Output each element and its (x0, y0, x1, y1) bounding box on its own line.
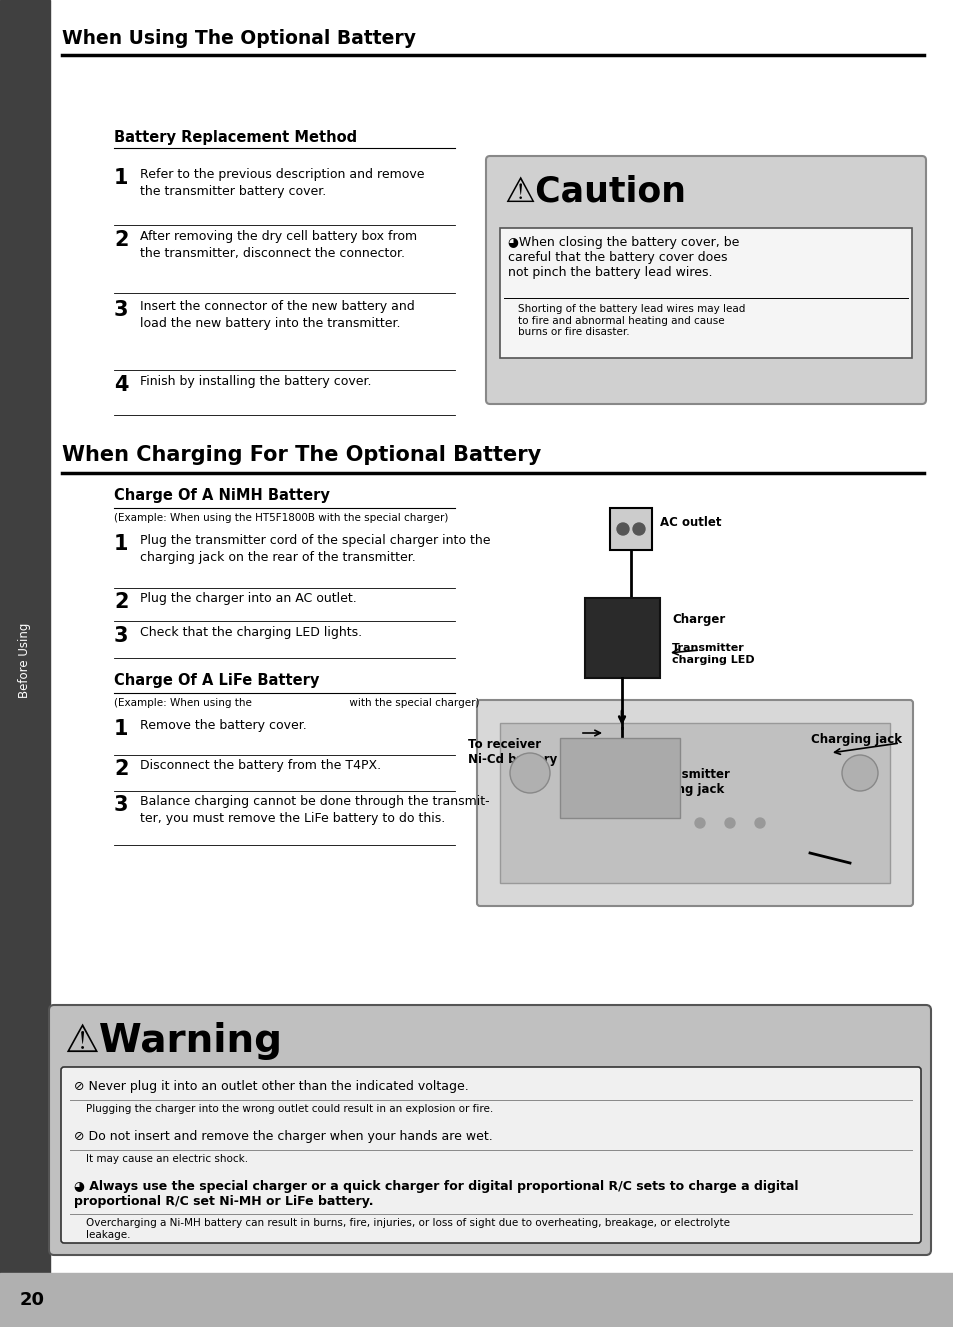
Text: 20: 20 (19, 1291, 45, 1308)
Text: Check that the charging LED lights.: Check that the charging LED lights. (140, 626, 362, 640)
FancyBboxPatch shape (49, 1005, 930, 1255)
Text: After removing the dry cell battery box from: After removing the dry cell battery box … (140, 230, 416, 243)
Text: It may cause an electric shock.: It may cause an electric shock. (86, 1154, 248, 1164)
Text: 3: 3 (113, 626, 129, 646)
FancyBboxPatch shape (485, 157, 925, 403)
Text: Insert the connector of the new battery and: Insert the connector of the new battery … (140, 300, 415, 313)
Text: Charging jack: Charging jack (810, 733, 901, 746)
FancyBboxPatch shape (476, 701, 912, 906)
Text: 3: 3 (113, 795, 129, 815)
Text: 2: 2 (113, 592, 129, 612)
Text: (Example: When using the                              with the special charger): (Example: When using the with the specia… (113, 698, 479, 709)
Text: Plugging the charger into the wrong outlet could result in an explosion or fire.: Plugging the charger into the wrong outl… (86, 1104, 493, 1113)
Text: Finish by installing the battery cover.: Finish by installing the battery cover. (140, 376, 371, 387)
Bar (559, 738, 679, 817)
Text: Balance charging cannot be done through the transmit-: Balance charging cannot be done through … (140, 795, 489, 808)
Text: charging jack on the rear of the transmitter.: charging jack on the rear of the transmi… (140, 551, 416, 564)
Text: To transmitter
charging jack: To transmitter charging jack (635, 768, 729, 796)
Text: Charge Of A LiFe Battery: Charge Of A LiFe Battery (113, 673, 319, 687)
Text: the transmitter, disconnect the connector.: the transmitter, disconnect the connecto… (140, 247, 405, 260)
Circle shape (841, 755, 877, 791)
Text: 3: 3 (113, 300, 129, 320)
Circle shape (617, 523, 628, 535)
Text: (Example: When using the HT5F1800B with the special charger): (Example: When using the HT5F1800B with … (113, 514, 448, 523)
Text: 1: 1 (113, 719, 129, 739)
Text: Plug the transmitter cord of the special charger into the: Plug the transmitter cord of the special… (140, 533, 490, 547)
Circle shape (633, 523, 644, 535)
Bar (0, 1273, 953, 1327)
Text: the transmitter battery cover.: the transmitter battery cover. (140, 184, 326, 198)
Text: ⊘ Never plug it into an outlet other than the indicated voltage.: ⊘ Never plug it into an outlet other tha… (74, 1080, 468, 1093)
Text: Charge Of A NiMH Battery: Charge Of A NiMH Battery (113, 488, 330, 503)
Circle shape (724, 817, 734, 828)
Text: Plug the charger into an AC outlet.: Plug the charger into an AC outlet. (140, 592, 356, 605)
Text: 2: 2 (113, 759, 129, 779)
Bar (0, 0, 50, 1327)
Text: Disconnect the battery from the T4PX.: Disconnect the battery from the T4PX. (140, 759, 381, 772)
Text: When Charging For The Optional Battery: When Charging For The Optional Battery (62, 445, 540, 464)
Text: When Using The Optional Battery: When Using The Optional Battery (62, 28, 416, 48)
Text: Charger: Charger (671, 613, 724, 626)
Text: Battery Replacement Method: Battery Replacement Method (113, 130, 356, 145)
Text: ⊘ Do not insert and remove the charger when your hands are wet.: ⊘ Do not insert and remove the charger w… (74, 1131, 493, 1143)
Bar (609, 508, 651, 549)
Text: Transmitter
charging LED: Transmitter charging LED (671, 644, 754, 665)
Bar (499, 723, 889, 882)
Bar (584, 598, 659, 678)
Bar (499, 228, 911, 358)
Text: ⚠Warning: ⚠Warning (64, 1022, 282, 1060)
FancyBboxPatch shape (61, 1067, 920, 1243)
Text: 2: 2 (113, 230, 129, 249)
Text: ⚠Caution: ⚠Caution (503, 174, 685, 208)
Text: load the new battery into the transmitter.: load the new battery into the transmitte… (140, 317, 400, 330)
Text: 1: 1 (113, 169, 129, 188)
Text: AC outlet: AC outlet (659, 516, 720, 529)
Circle shape (510, 752, 550, 794)
Text: To receiver
Ni-Cd battery: To receiver Ni-Cd battery (468, 738, 557, 766)
Text: Overcharging a Ni-MH battery can result in burns, fire, injuries, or loss of sig: Overcharging a Ni-MH battery can result … (86, 1218, 729, 1239)
Text: Remove the battery cover.: Remove the battery cover. (140, 719, 307, 733)
Text: Refer to the previous description and remove: Refer to the previous description and re… (140, 169, 424, 180)
Text: ter, you must remove the LiFe battery to do this.: ter, you must remove the LiFe battery to… (140, 812, 445, 825)
Text: ◕ Always use the special charger or a quick charger for digital proportional R/C: ◕ Always use the special charger or a qu… (74, 1180, 798, 1208)
Text: ◕When closing the battery cover, be
careful that the battery cover does
not pinc: ◕When closing the battery cover, be care… (507, 236, 739, 279)
Circle shape (695, 817, 704, 828)
Text: 1: 1 (113, 533, 129, 553)
Text: Shorting of the battery lead wires may lead
to fire and abnormal heating and cau: Shorting of the battery lead wires may l… (517, 304, 744, 337)
Text: 4: 4 (113, 376, 129, 395)
Text: Before Using: Before Using (18, 622, 31, 698)
Circle shape (754, 817, 764, 828)
